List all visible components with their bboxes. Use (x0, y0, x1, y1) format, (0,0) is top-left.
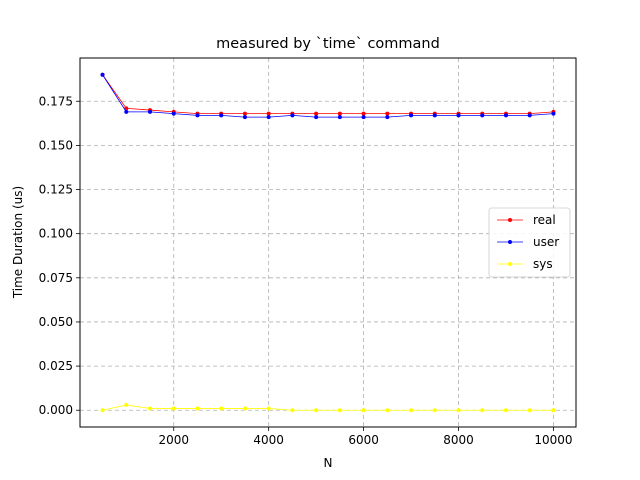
data-point-sys (219, 406, 224, 411)
legend-label-real: real (533, 213, 556, 227)
data-point-user (124, 109, 129, 114)
data-point-user (100, 72, 105, 77)
y-tick-label: 0.175 (39, 94, 73, 108)
data-point-real (314, 111, 319, 116)
data-point-sys (195, 406, 200, 411)
y-axis-title: Time Duration (us) (11, 186, 25, 299)
data-point-sys (361, 408, 366, 413)
legend-marker-real (508, 218, 512, 222)
data-point-real (385, 111, 390, 116)
chart-title: measured by `time` command (216, 36, 440, 52)
legend-marker-user (508, 240, 512, 244)
legend-label-user: user (533, 235, 559, 249)
legend-box (488, 207, 571, 278)
data-point-sys (290, 408, 295, 413)
data-point-real (266, 111, 271, 116)
data-point-user (148, 109, 153, 114)
data-point-user (171, 111, 176, 116)
data-point-user (432, 113, 437, 118)
data-point-sys (124, 402, 129, 407)
data-point-sys (385, 408, 390, 413)
data-point-real (337, 111, 342, 116)
data-point-user (337, 115, 342, 120)
data-point-sys (266, 406, 271, 411)
data-point-user (242, 115, 247, 120)
y-tick-label: 0.000 (39, 403, 73, 417)
data-point-sys (148, 406, 153, 411)
y-tick-label: 0.150 (39, 138, 73, 152)
data-point-sys (432, 408, 437, 413)
data-point-sys (409, 408, 414, 413)
x-axis-title: N (324, 456, 333, 470)
data-point-sys (456, 408, 461, 413)
data-point-user (503, 113, 508, 118)
data-point-user (219, 113, 224, 118)
data-point-user (195, 113, 200, 118)
legend-marker-sys (508, 262, 512, 266)
axis-ticks: 2000 4000 6000 8000 10000 0.000 0.025 0.050 0.07… (39, 94, 573, 447)
y-tick-label: 0.075 (39, 271, 73, 285)
plot-frame (79, 57, 577, 428)
series-line-sys (102, 404, 554, 411)
x-tick-label: 6000 (348, 433, 379, 447)
data-point-real (361, 111, 366, 116)
data-point-sys (171, 406, 176, 411)
legend-label-sys: sys (533, 257, 553, 271)
data-point-user (480, 113, 485, 118)
data-point-user (314, 115, 319, 120)
x-tick-label: 10000 (534, 433, 572, 447)
x-tick-label: 2000 (158, 433, 189, 447)
data-point-sys (503, 408, 508, 413)
data-point-real (124, 106, 129, 111)
legend: real user sys (488, 207, 571, 278)
y-tick-label: 0.125 (39, 183, 73, 197)
data-point-user (361, 115, 366, 120)
data-point-user (266, 115, 271, 120)
data-point-sys (480, 408, 485, 413)
data-point-sys (551, 408, 556, 413)
data-point-sys (527, 408, 532, 413)
x-tick-label: 4000 (253, 433, 284, 447)
data-point-real (242, 111, 247, 116)
data-point-sys (314, 408, 319, 413)
x-tick-label: 8000 (443, 433, 474, 447)
data-point-user (290, 113, 295, 118)
data-point-sys (242, 406, 247, 411)
data-point-user (527, 113, 532, 118)
series-lines (100, 72, 556, 413)
data-point-user (385, 115, 390, 120)
data-point-user (456, 113, 461, 118)
series-line-user (102, 74, 554, 118)
y-tick-label: 0.050 (39, 315, 73, 329)
data-point-sys (337, 408, 342, 413)
data-point-user (409, 113, 414, 118)
series-line-real (102, 74, 554, 115)
y-tick-label: 0.025 (39, 359, 73, 373)
data-point-user (551, 111, 556, 116)
y-tick-label: 0.100 (39, 227, 73, 241)
data-point-sys (100, 408, 105, 413)
